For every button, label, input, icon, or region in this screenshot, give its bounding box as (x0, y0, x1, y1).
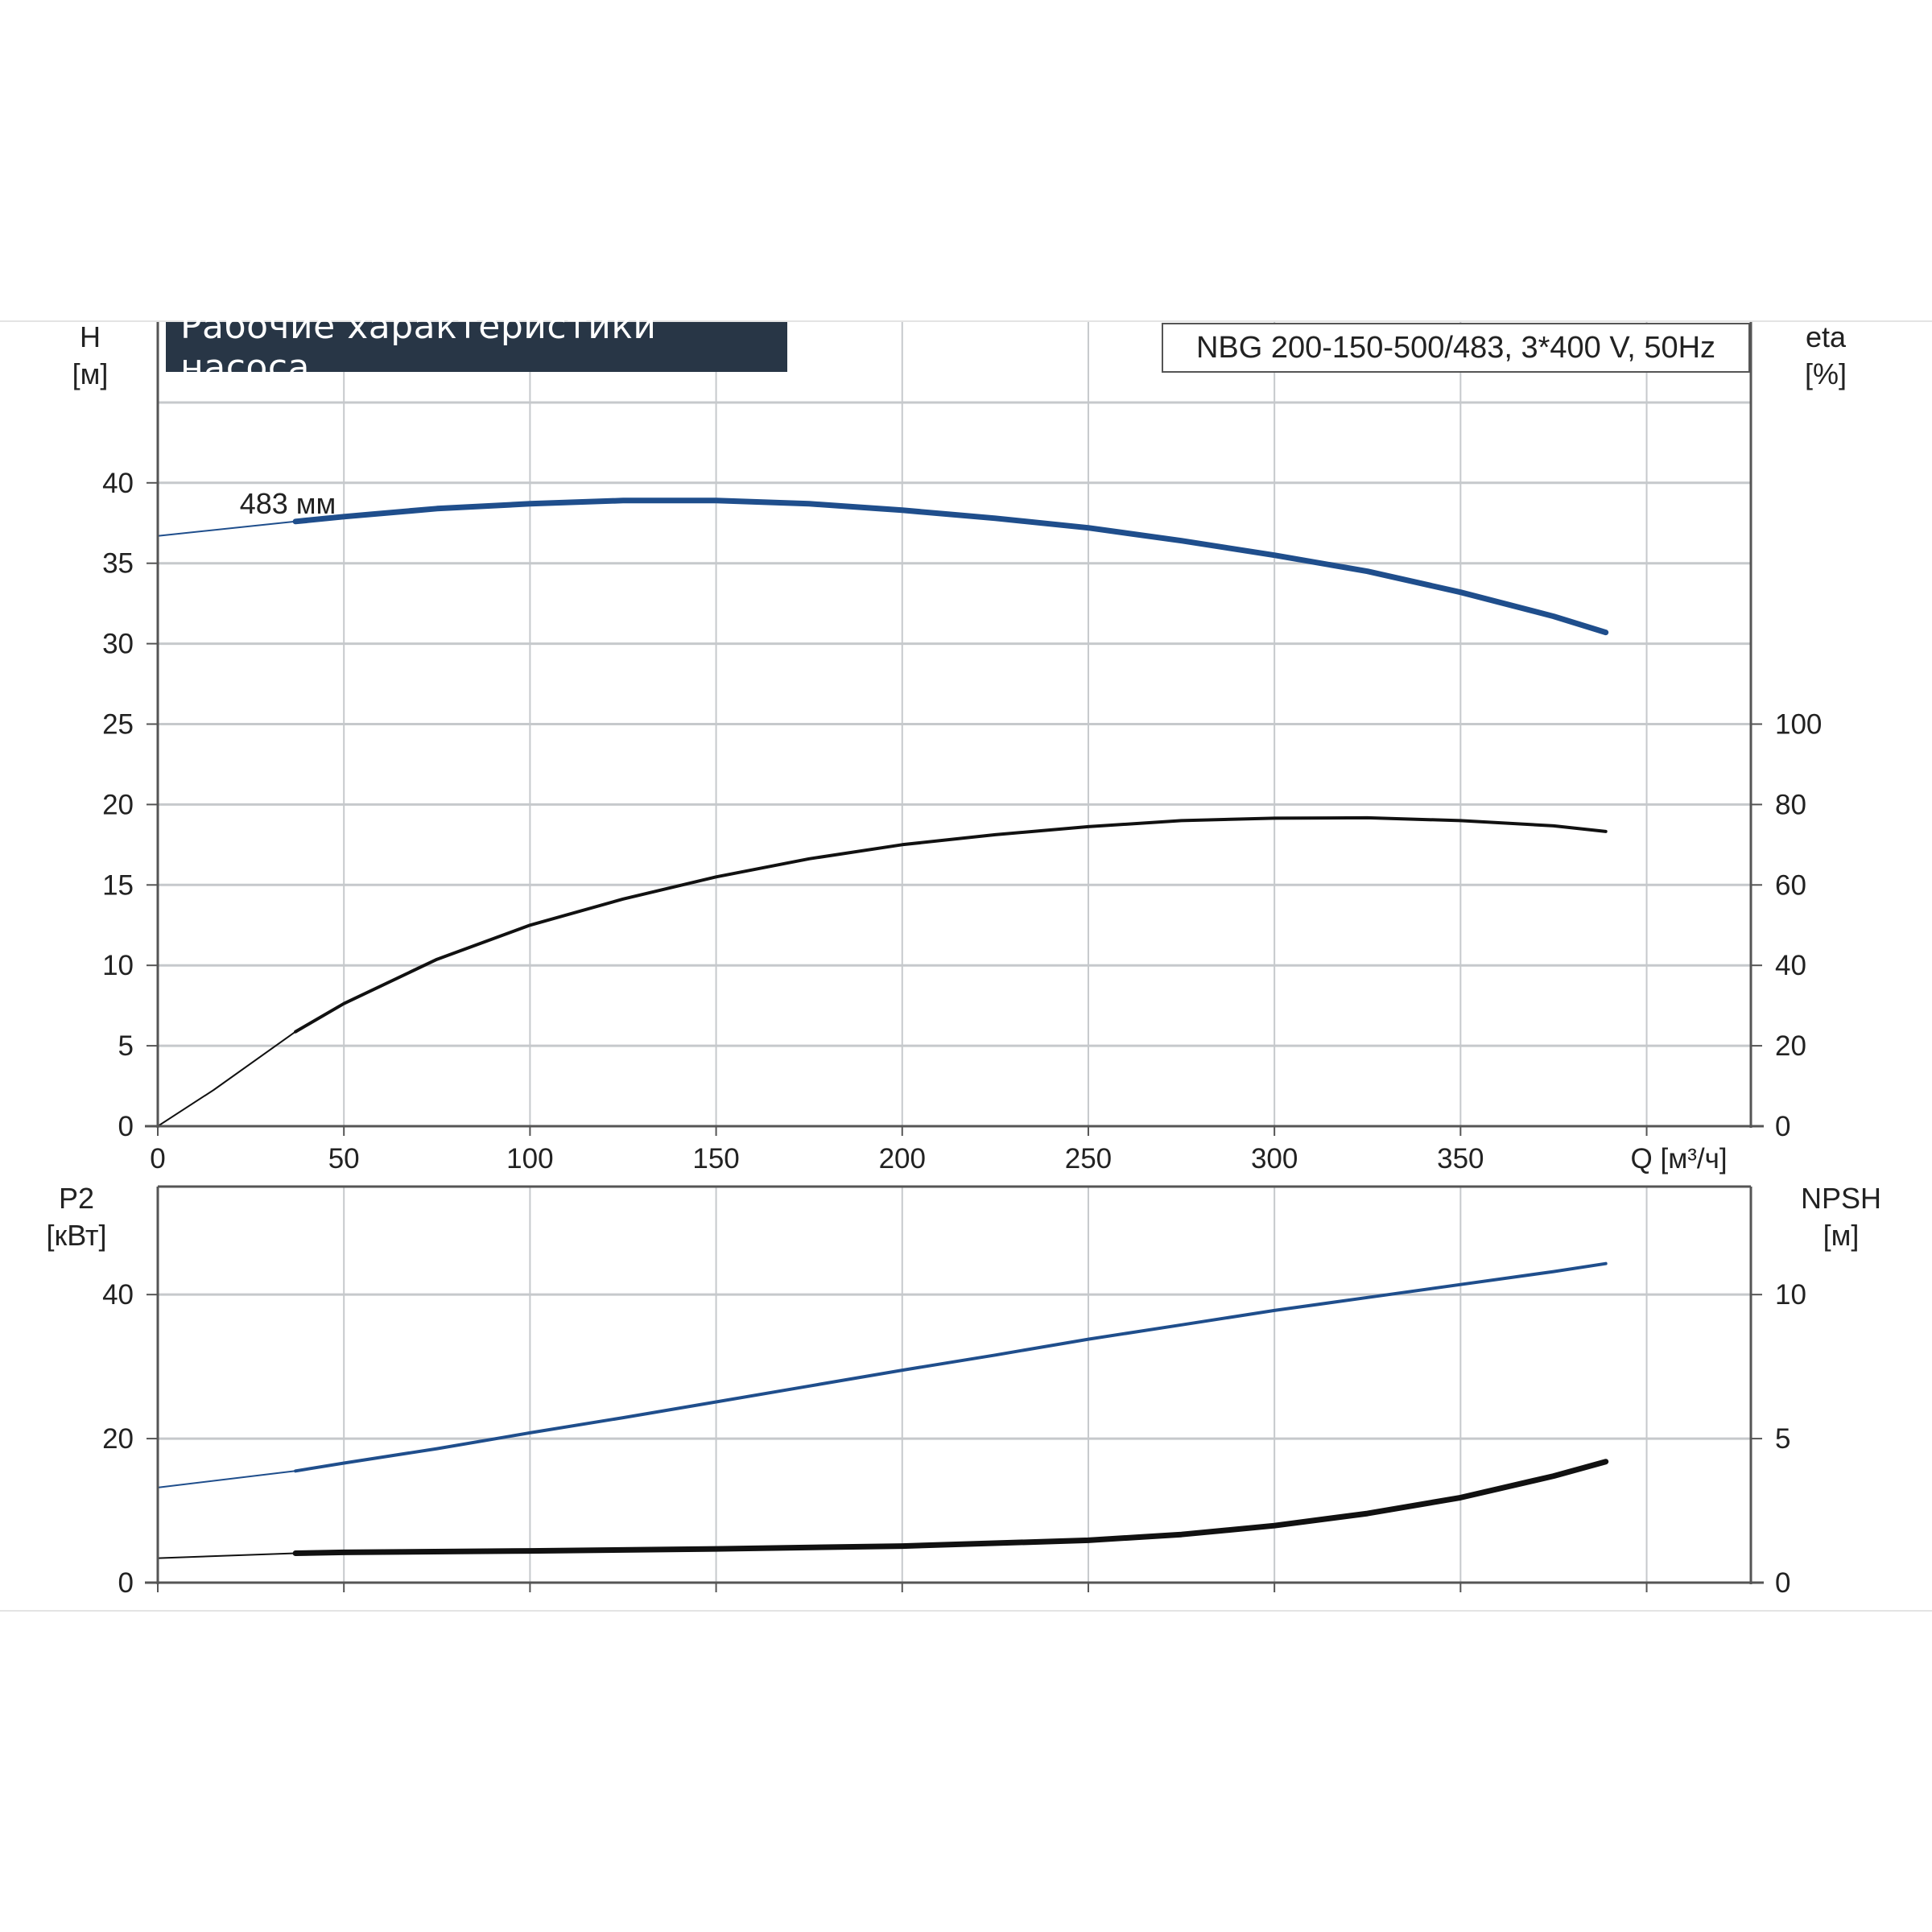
top-frame-line (0, 320, 1932, 322)
right-tick-label: 80 (1775, 789, 1806, 820)
left-tick-label: 20 (102, 1423, 134, 1455)
right-tick-label: 10 (1775, 1279, 1806, 1311)
eta-axis-title: eta [%] (1787, 319, 1864, 393)
x-tick-label: 250 (1065, 1143, 1112, 1174)
x-tick-label: 50 (328, 1143, 360, 1174)
npsh-curve (292, 1459, 1609, 1556)
left-tick-label: 10 (102, 950, 134, 981)
efficiency-curve-extension (157, 1030, 296, 1127)
head-curve-extension (157, 520, 296, 537)
left-tick-label: 0 (118, 1111, 134, 1142)
x-tick-label: 150 (692, 1143, 739, 1174)
x-axis-label: Q [м³/ч] (1631, 1143, 1728, 1174)
left-tick-label: 25 (102, 709, 134, 741)
eta-axis-symbol: eta (1805, 320, 1847, 353)
h-axis-unit: [м] (72, 357, 109, 390)
x-tick-label: 300 (1251, 1143, 1298, 1174)
head-curve (292, 497, 1609, 636)
left-tick-label: 35 (102, 548, 134, 580)
npsh-curve-extension (157, 1552, 296, 1559)
curve-layer (157, 497, 1609, 1559)
left-tick-label: 30 (102, 629, 134, 660)
pump-model-label: NBG 200-150-500/483, 3*400 V, 50Hz (1162, 323, 1750, 373)
right-tick-label: 0 (1775, 1567, 1790, 1599)
left-tick-label: 20 (102, 789, 134, 820)
p2-axis-title: P2 [кВт] (32, 1180, 121, 1254)
x-tick-label: 100 (506, 1143, 553, 1174)
p2-axis-symbol: P2 (58, 1182, 95, 1215)
left-tick-label: 40 (102, 1279, 134, 1311)
left-tick-label: 15 (102, 869, 134, 901)
right-tick-label: 0 (1775, 1111, 1790, 1142)
power-curve (294, 1261, 1608, 1473)
right-tick-label: 20 (1775, 1030, 1806, 1062)
left-tick-label: 5 (118, 1030, 134, 1062)
grid-layer (158, 322, 1751, 1583)
chart-title: Рабочие характеристики насоса (166, 306, 787, 388)
bottom-frame-line (0, 1610, 1932, 1612)
x-tick-label: 0 (150, 1143, 165, 1174)
h-axis-symbol: H (80, 320, 101, 353)
left-tick-label: 0 (118, 1567, 134, 1599)
npsh-axis-symbol: NPSH (1800, 1182, 1882, 1215)
npsh-axis-unit: [м] (1823, 1219, 1860, 1252)
impeller-diameter-annotation: 483 мм (240, 487, 336, 520)
efficiency-curve (294, 815, 1608, 1034)
right-tick-label: 60 (1775, 869, 1806, 901)
x-tick-label: 200 (879, 1143, 926, 1174)
power-curve-extension (157, 1470, 296, 1488)
right-tick-label: 100 (1775, 709, 1822, 741)
npsh-axis-title: NPSH [м] (1787, 1180, 1895, 1254)
right-tick-label: 5 (1775, 1423, 1790, 1455)
h-axis-title: H [м] (64, 319, 116, 393)
right-tick-label: 40 (1775, 950, 1806, 981)
axis-layer (145, 322, 1764, 1592)
p2-axis-unit: [кВт] (46, 1219, 107, 1252)
eta-axis-unit: [%] (1804, 357, 1847, 390)
left-tick-label: 40 (102, 468, 134, 499)
x-tick-label: 350 (1437, 1143, 1484, 1174)
